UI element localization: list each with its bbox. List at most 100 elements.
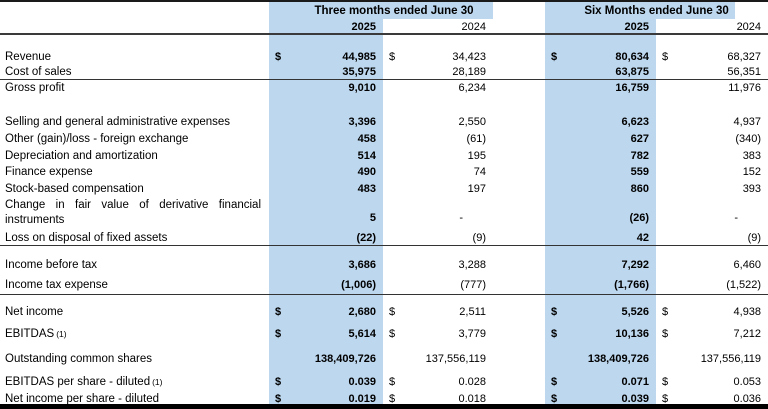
table-row: Change in fair value of derivative finan…: [0, 197, 768, 230]
table-row: Income before tax 3,686 3,288 7,292 6,46…: [0, 254, 768, 275]
row-label: Depreciation and amortization: [5, 149, 158, 162]
highlight-header-six-months: [656, 2, 735, 19]
currency-symbol: $: [551, 305, 558, 318]
table-row: Selling and general administrative expen…: [0, 113, 768, 130]
value-cell: 137,556,119: [425, 353, 486, 365]
row-label: Finance expense: [5, 166, 93, 178]
currency-symbol: $: [551, 328, 558, 340]
value-cell: (22): [356, 232, 376, 244]
value-cell: 42: [636, 232, 649, 244]
value-cell: 4,937: [733, 115, 762, 128]
value-cell: 138,409,726: [314, 353, 376, 365]
value-cell: 35,975: [342, 66, 376, 78]
divider-under-income-tax: [0, 294, 768, 295]
value-cell: 6,460: [733, 258, 762, 271]
currency-symbol: $: [551, 376, 558, 388]
row-label: Change in fair value of derivative finan…: [5, 199, 261, 226]
value-cell: 0.071: [621, 376, 649, 388]
table-row: Gross profit 9,010 6,234 16,759 11,976: [0, 80, 768, 96]
table-row: Net income per share - diluted $ 0.019 $…: [0, 392, 768, 405]
value-cell: 860: [630, 182, 649, 195]
row-label: Outstanding common shares: [5, 353, 153, 365]
value-cell: 782: [630, 149, 649, 162]
table-row: Loss on disposal of fixed assets (22) (9…: [0, 230, 768, 246]
row-label: Cost of sales: [5, 66, 72, 78]
divider-bottom: [0, 404, 768, 409]
year-header: 2025: [624, 20, 649, 33]
divider-above-gross-profit: [0, 79, 768, 80]
value-cell: 5,614: [348, 328, 376, 340]
currency-symbol: $: [662, 305, 669, 318]
currency-symbol: $: [275, 50, 282, 63]
footnote-marker: (1): [56, 329, 67, 339]
footnote-marker: (1): [152, 377, 163, 387]
table-row: Other (gain)/loss - foreign exchange 458…: [0, 130, 768, 147]
row-label: Selling and general administrative expen…: [5, 115, 231, 128]
table-row: Finance expense 490 74 559 152: [0, 164, 768, 180]
currency-symbol: $: [389, 392, 396, 405]
row-label: Other (gain)/loss - foreign exchange: [5, 132, 189, 145]
currency-symbol: $: [389, 50, 396, 63]
value-cell: 197: [467, 182, 486, 195]
value-cell: 627: [630, 132, 649, 145]
value-cell: (26): [629, 212, 649, 224]
value-cell: 34,423: [452, 50, 486, 63]
value-cell: 490: [357, 166, 376, 178]
value-cell: 0.039: [621, 392, 649, 405]
divider-under-loss-on-disposal: [0, 245, 768, 246]
spacer-row: [0, 34, 768, 49]
value-cell: 56,351: [727, 66, 762, 78]
row-label: Net income: [5, 305, 64, 318]
row-label: EBITDAS (1): [5, 328, 67, 340]
value-cell: 10,136: [615, 328, 649, 340]
value-cell: (340): [735, 132, 762, 145]
currency-symbol: $: [275, 376, 282, 388]
value-cell: 5: [369, 212, 376, 224]
period-group-header: Six Months ended June 30: [584, 4, 729, 17]
currency-symbol: $: [275, 305, 282, 318]
row-label: Gross profit: [5, 82, 65, 94]
row-label: Income before tax: [5, 258, 98, 271]
row-label: EBITDAS per share - diluted (1): [5, 376, 163, 388]
value-cell: 5,526: [621, 305, 649, 318]
currency-symbol: $: [275, 392, 282, 405]
value-cell: (1,522): [726, 279, 762, 291]
table-row: Stock-based compensation 483 197 860 393: [0, 180, 768, 197]
spacer-row: [0, 96, 768, 113]
spacer-row: [0, 246, 768, 254]
value-cell: 2,680: [348, 305, 376, 318]
currency-symbol: $: [662, 392, 669, 405]
table-row: Cost of sales 35,975 28,189 63,875 56,35…: [0, 64, 768, 80]
value-cell: 16,759: [615, 82, 649, 94]
value-cell: 138,409,726: [587, 353, 649, 365]
highlight-column-three-months-2025: [269, 2, 383, 404]
highlight-header-three-months: [383, 2, 493, 19]
value-cell: 137,556,119: [700, 353, 762, 365]
currency-symbol: $: [389, 328, 396, 340]
value-cell: 3,288: [458, 258, 486, 271]
row-label: Revenue: [5, 50, 52, 63]
table-row: Depreciation and amortization 514 195 78…: [0, 147, 768, 164]
value-cell: 2,511: [459, 305, 486, 318]
row-label: Loss on disposal of fixed assets: [5, 232, 168, 244]
currency-symbol: $: [551, 392, 558, 405]
table-row: EBITDAS (1) $ 5,614 $ 3,779 $ 10,136 $ 7,…: [0, 322, 768, 346]
value-cell: (9): [472, 232, 486, 244]
value-cell: (1,766): [614, 279, 649, 291]
year-header: 2025: [351, 20, 376, 33]
value-cell: 0.028: [458, 376, 486, 388]
value-cell: 152: [742, 166, 762, 178]
value-cell: 0.019: [348, 392, 376, 405]
value-cell: 28,189: [452, 66, 486, 78]
value-cell: (61): [466, 132, 486, 145]
table-row: Income tax expense (1,006) (777) (1,766)…: [0, 275, 768, 295]
value-cell: 559: [630, 166, 649, 178]
value-cell: 6,623: [621, 115, 649, 128]
value-cell: 3,779: [458, 328, 486, 340]
currency-symbol: $: [389, 305, 396, 318]
value-cell: (9): [747, 232, 762, 244]
value-cell: 3,396: [348, 115, 376, 128]
currency-symbol: $: [275, 328, 282, 340]
